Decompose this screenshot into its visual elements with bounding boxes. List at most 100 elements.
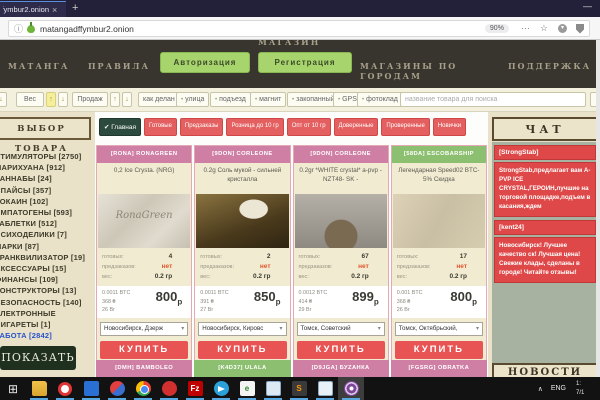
tab-wholesale[interactable]: Опт от 10 гр bbox=[286, 118, 331, 136]
category-pills[interactable]: ТАБЛЕТКИ [512] bbox=[0, 219, 57, 229]
show-button[interactable]: ПОКАЗАТЬ bbox=[0, 346, 76, 370]
login-button[interactable]: Авторизация bbox=[160, 52, 250, 73]
category-finance[interactable]: ФИНАНСЫ [109] bbox=[0, 275, 59, 285]
blue-app-icon[interactable] bbox=[78, 377, 104, 400]
vendor-link[interactable]: [9DON] CORLEONE bbox=[293, 146, 388, 163]
pocket-icon[interactable]: ▾ bbox=[558, 24, 567, 33]
sort-weight-up-button[interactable]: ↑ bbox=[46, 92, 56, 107]
sort-arrow-clipped[interactable]: ↓ bbox=[0, 92, 7, 107]
category-security[interactable]: БЕЗОПАСНОСТЬ [140] bbox=[0, 297, 82, 307]
city-select[interactable]: Новосибирск, Кировс ▾ bbox=[198, 321, 287, 336]
scrollbar-track[interactable] bbox=[596, 40, 600, 377]
product-title[interactable]: 0.2g Соль мукой - сильней кристалла bbox=[203, 167, 282, 183]
category-cocaine[interactable]: КОКАИН [102] bbox=[0, 196, 49, 206]
sort-weight-down-button[interactable]: ↓ bbox=[58, 92, 68, 107]
filter-chip-podezd[interactable]: • подъезд bbox=[210, 92, 251, 107]
chrome-icon[interactable] bbox=[130, 377, 156, 400]
category-empathogens[interactable]: ЭМПАТОГЕНЫ [593] bbox=[0, 208, 73, 218]
category-psychedelics[interactable]: ПСИХОДЕЛИКИ [7] bbox=[0, 230, 67, 240]
tab-newbies[interactable]: Новички bbox=[432, 118, 467, 136]
sublime-text-icon[interactable]: S bbox=[286, 377, 312, 400]
nav-item-rules[interactable]: ПРАВИЛА bbox=[88, 61, 150, 71]
language-indicator[interactable]: ENG bbox=[550, 385, 566, 392]
search-input[interactable] bbox=[400, 92, 586, 107]
tab-trusted[interactable]: Доверенные bbox=[333, 118, 379, 136]
filter-chip-ulitsa[interactable]: • улица bbox=[176, 92, 210, 107]
product-image[interactable] bbox=[196, 194, 289, 248]
category-tranquilizer[interactable]: ТРАНКВИЛИЗАТОР [19] bbox=[0, 252, 86, 262]
buy-button[interactable]: КУПИТЬ bbox=[394, 340, 483, 359]
tor-browser-icon[interactable] bbox=[338, 377, 364, 400]
vendor-link[interactable]: [K4D37] ULALA bbox=[194, 360, 291, 377]
vendor-link[interactable]: [FGSRG] OBRATKA bbox=[390, 360, 487, 377]
city-select[interactable]: Томск, Советский ▾ bbox=[296, 321, 385, 336]
sort-sales-up-button[interactable]: ↑ bbox=[110, 92, 120, 107]
city-select[interactable]: Новосибирск, Дзерж ▾ bbox=[100, 321, 189, 336]
tracking-shield-icon[interactable] bbox=[576, 23, 584, 34]
new-tab-button[interactable]: + bbox=[72, 2, 79, 14]
category-work[interactable]: РАБОТА [2842] bbox=[0, 331, 52, 341]
category-accessories[interactable]: АКСЕССУАРЫ [15] bbox=[0, 264, 67, 274]
vendor-link[interactable]: [9DON] CORLEONE bbox=[195, 146, 290, 163]
chat-app-icon[interactable] bbox=[156, 377, 182, 400]
chat-username[interactable]: [StrongStab] bbox=[494, 145, 596, 160]
nav-item-matanga[interactable]: МАТАНГА bbox=[8, 61, 70, 71]
filezilla-icon[interactable]: Fz bbox=[182, 377, 208, 400]
url-box[interactable]: ⓘ matangadffymbur2.onion 90% ⋯ ☆ ▾ bbox=[8, 20, 590, 37]
tray-expand-icon[interactable]: ∧ bbox=[537, 385, 543, 393]
vendor-link[interactable]: [58DA] ESCOBARSHIP bbox=[391, 146, 486, 163]
vendor-link[interactable]: [D9JGA] БУZАНКА bbox=[292, 360, 389, 377]
vendor-link[interactable]: [DMH] BAMBOLEO bbox=[96, 360, 193, 377]
category-marks[interactable]: МАРКИ [87] bbox=[0, 241, 40, 251]
tab-preorders[interactable]: Предзаказы bbox=[179, 118, 224, 136]
filter-chip-kak-delan[interactable]: как делан bbox=[138, 92, 180, 107]
page-actions-icon[interactable]: ⋯ bbox=[520, 23, 530, 33]
product-title[interactable]: Легендарная Speed02 BTC-5% Скидка bbox=[398, 167, 480, 183]
nav-item-support[interactable]: ПОДДЕРЖКА bbox=[508, 61, 592, 71]
zoom-level-badge[interactable]: 90% bbox=[484, 24, 509, 33]
site-info-icon[interactable]: ⓘ bbox=[14, 24, 24, 34]
emule-icon[interactable]: e bbox=[234, 377, 260, 400]
filter-chip-zakopannyi[interactable]: • закопанный bbox=[287, 92, 340, 107]
sort-sales-down-button[interactable]: ↓ bbox=[122, 92, 132, 107]
tab-retail[interactable]: Розница до 10 гр bbox=[226, 118, 284, 136]
city-select[interactable]: Томск, Октябрьский, ▾ bbox=[394, 321, 483, 336]
category-ecigarettes[interactable]: ЭЛЕКТРОННЫЕ СИГАРЕТЫ [1] bbox=[0, 308, 56, 330]
product-title[interactable]: 0.2gr *WHITE crystal* a-pvp -NZT48- SK - bbox=[299, 167, 382, 183]
nav-item-magazin[interactable]: МАГАЗИН bbox=[258, 40, 321, 47]
window-minimize-button[interactable]: — bbox=[583, 1, 592, 11]
filter-chip-fotoklad[interactable]: • фотоклад bbox=[357, 92, 403, 107]
category-spices[interactable]: СПАЙСЫ [357] bbox=[0, 185, 52, 195]
product-image[interactable] bbox=[294, 194, 387, 248]
product-image[interactable] bbox=[392, 194, 485, 248]
telegram-icon[interactable] bbox=[208, 377, 234, 400]
document-app-icon[interactable] bbox=[260, 377, 286, 400]
browser-tab[interactable]: matangadffymbur2.onion × bbox=[0, 1, 66, 17]
buy-button[interactable]: КУПИТЬ bbox=[198, 340, 287, 359]
tab-main[interactable]: ✔ Главная bbox=[99, 118, 141, 136]
opera-icon[interactable] bbox=[52, 377, 78, 400]
file-explorer-icon[interactable] bbox=[26, 377, 52, 400]
buy-button[interactable]: КУПИТЬ bbox=[100, 340, 189, 359]
product-image[interactable]: RonaGreen bbox=[98, 194, 191, 248]
chat-username[interactable]: [kent24] bbox=[494, 219, 596, 235]
bookmark-star-icon[interactable]: ☆ bbox=[539, 23, 548, 33]
category-stimulators[interactable]: СТИМУЛЯТОРЫ [2750] bbox=[0, 152, 82, 161]
notepad-icon[interactable] bbox=[312, 377, 338, 400]
start-button[interactable]: ⊞ bbox=[7, 381, 19, 396]
product-title[interactable]: 0,2 Ice Crysta. (NRG) bbox=[113, 167, 175, 174]
nav-item-city-shops[interactable]: МАГАЗИНЫ ПО ГОРОДАМ bbox=[360, 61, 458, 81]
category-marijuana[interactable]: МАРИХУАНА [912] bbox=[0, 163, 66, 173]
media-player-icon[interactable] bbox=[104, 377, 130, 400]
tab-ready[interactable]: Готовые bbox=[144, 118, 177, 136]
close-tab-icon[interactable]: × bbox=[52, 4, 58, 15]
buy-button[interactable]: КУПИТЬ bbox=[296, 340, 385, 359]
category-constructors[interactable]: КОНСТРУКТОРЫ [13] bbox=[0, 286, 77, 296]
clock[interactable]: 1: 7/1 bbox=[576, 380, 585, 396]
register-button[interactable]: Регистрация bbox=[258, 52, 352, 73]
url-text[interactable]: matangadffymbur2.onion bbox=[40, 23, 134, 34]
filter-chip-magnit[interactable]: • магнит bbox=[250, 92, 287, 107]
tab-verified[interactable]: Проверенные bbox=[381, 118, 430, 136]
category-cannabis[interactable]: КАННАБЫ [24] bbox=[0, 174, 52, 184]
vendor-link[interactable]: [RONA] RONAGREEN bbox=[97, 146, 192, 163]
